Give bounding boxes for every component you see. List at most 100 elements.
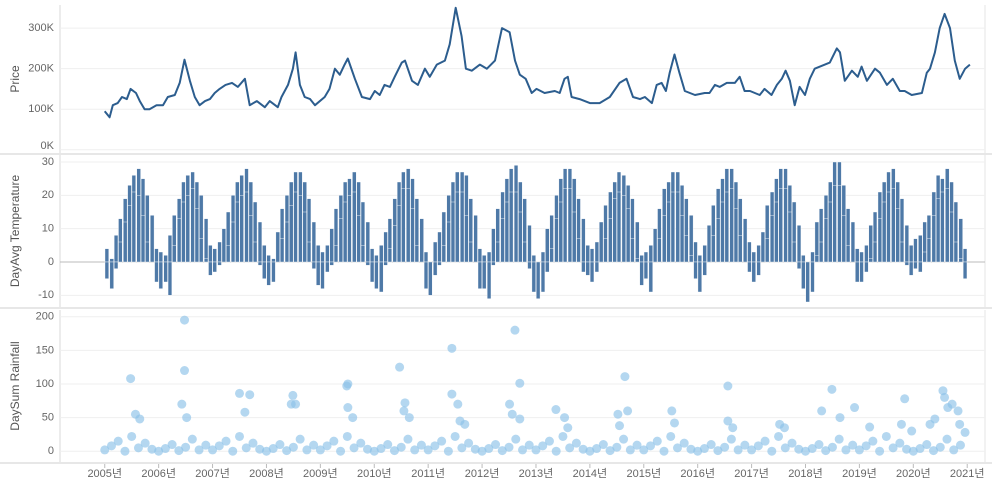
temperature-bar xyxy=(751,251,756,263)
rainfall-point xyxy=(349,443,359,453)
rainfall-point xyxy=(403,434,413,444)
rainfall-point xyxy=(935,442,945,452)
rainfall-point xyxy=(133,443,143,453)
temperature-bar xyxy=(158,261,163,289)
rainfall-point xyxy=(728,423,738,433)
temperature-bar xyxy=(567,188,573,263)
rainfall-point xyxy=(167,440,177,450)
temperature-bar xyxy=(356,215,361,263)
temperature-bar xyxy=(343,201,348,263)
temperature-bar xyxy=(935,198,941,263)
temperature-bar xyxy=(702,261,707,276)
temperature-bar xyxy=(203,218,209,263)
rainfall-point xyxy=(404,413,414,423)
rainfall-point xyxy=(106,441,116,451)
temperature-bar xyxy=(167,235,173,263)
temperature-bar xyxy=(522,241,527,263)
temperature-bar xyxy=(464,215,469,263)
temperature-bar xyxy=(379,245,384,263)
rainfall-point xyxy=(544,436,554,446)
temperature-bar xyxy=(172,245,177,263)
rainfall-point xyxy=(960,427,970,437)
rainfall-point xyxy=(288,390,298,400)
temperature-bar xyxy=(221,228,226,263)
temperature-bar xyxy=(899,241,905,263)
temperature-bar xyxy=(904,261,909,266)
rainfall-point xyxy=(315,445,325,455)
temperature-bar xyxy=(482,261,487,289)
temperature-bar xyxy=(410,208,415,263)
rainfall-point xyxy=(348,413,358,423)
temperature-bar xyxy=(329,228,334,263)
temperature-bar xyxy=(352,191,357,263)
temperature-bar xyxy=(913,261,918,269)
x-tick-label: 2006년 xyxy=(141,467,176,480)
temperature-bar xyxy=(706,225,712,263)
temperature-bar xyxy=(486,261,492,299)
rainfall-point xyxy=(585,446,595,456)
temperature-bar xyxy=(491,228,496,263)
temperature-bar xyxy=(765,238,770,263)
rainfall-point xyxy=(612,442,622,452)
rainfall-point xyxy=(504,442,514,452)
temperature-bar xyxy=(244,191,249,263)
rainfall-point xyxy=(268,444,278,454)
rainfall-point xyxy=(942,434,952,444)
rainfall-point xyxy=(955,440,965,450)
temperature-bar xyxy=(711,235,716,263)
temperature-bar xyxy=(872,241,878,263)
temperature-bar xyxy=(958,258,963,263)
temperature-bar xyxy=(455,191,460,263)
rainfall-point xyxy=(780,443,790,453)
rainfall-point xyxy=(841,445,851,455)
temperature-bar xyxy=(235,201,240,263)
rainfall-point xyxy=(619,434,629,444)
temperature-bar xyxy=(482,255,487,263)
rainfall-point xyxy=(551,405,561,415)
temperature-bar xyxy=(333,245,339,263)
temperature-bar xyxy=(379,261,384,293)
temperature-bar xyxy=(545,228,550,263)
temperature-bar xyxy=(913,238,918,263)
temperature-bar xyxy=(801,255,806,263)
temperature-bar xyxy=(558,201,563,263)
temperature-bar xyxy=(190,188,195,263)
rainfall-point xyxy=(430,441,440,451)
temperature-bar xyxy=(751,261,756,283)
temperature-bar xyxy=(895,208,900,263)
temperature-bar xyxy=(589,248,595,263)
temperature-bar xyxy=(536,261,541,299)
rainfall-point xyxy=(632,440,642,450)
rainfall-point xyxy=(235,388,245,398)
temperature-bar xyxy=(689,255,694,263)
temperature-bar xyxy=(864,245,869,263)
temperature-bar xyxy=(554,218,559,263)
x-tick-label: 2014년 xyxy=(573,467,608,480)
rainfall-point xyxy=(457,443,467,453)
temperature-bar xyxy=(154,261,159,283)
temperature-bar xyxy=(531,261,536,293)
temperature-bar xyxy=(387,248,393,263)
temperature-bar xyxy=(414,245,419,263)
temperature-bar xyxy=(792,241,797,263)
temperature-bar xyxy=(154,248,159,263)
rainfall-point xyxy=(423,445,433,455)
temperature-bar xyxy=(926,238,932,263)
rainfall-point xyxy=(450,431,460,441)
rainfall-point xyxy=(180,366,190,376)
temperature-bar xyxy=(123,221,128,263)
temperature-bar xyxy=(473,215,478,263)
temperature-bar xyxy=(262,261,267,279)
temperature-bar xyxy=(648,245,653,263)
rainfall-point xyxy=(551,446,561,456)
rainfall-point xyxy=(821,446,831,456)
temperature-bar xyxy=(419,218,424,263)
temperature-bar xyxy=(962,248,968,263)
temperature-bar xyxy=(257,261,263,266)
rainfall-point xyxy=(342,431,352,441)
rainfall-point xyxy=(154,446,164,456)
temperature-bar xyxy=(369,248,375,263)
temperature-bar xyxy=(446,221,451,263)
rainfall-point xyxy=(343,403,353,413)
rainfall-point xyxy=(510,325,520,335)
